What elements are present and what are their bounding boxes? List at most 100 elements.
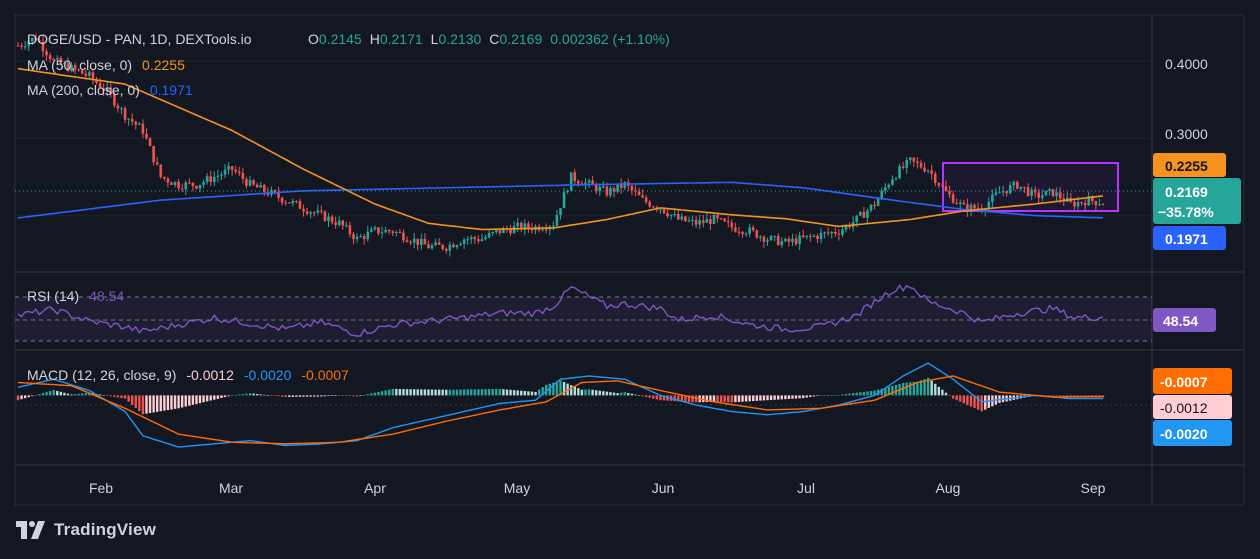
tradingview-brand[interactable]: TradingView	[16, 520, 156, 540]
rsi-legend[interactable]: RSI (14) 48.54	[27, 288, 124, 304]
candle	[566, 189, 569, 194]
candle	[434, 238, 437, 247]
macd-histogram-bar	[705, 395, 709, 403]
macd-histogram-bar	[759, 395, 762, 401]
macd-histogram-bar	[662, 395, 666, 401]
candle	[791, 233, 794, 247]
macd-histogram-bar	[63, 392, 66, 396]
macd-histogram-bar	[652, 395, 655, 399]
candle	[873, 200, 876, 210]
macd-histogram-bar	[348, 395, 352, 397]
macd-histogram-bar	[887, 386, 891, 396]
candle	[134, 120, 138, 130]
candle	[359, 233, 362, 238]
candle	[312, 210, 316, 217]
candle	[744, 231, 748, 237]
candle	[719, 217, 723, 220]
candle	[109, 83, 113, 98]
candle	[1005, 191, 1008, 197]
candle	[370, 226, 373, 233]
macd-histogram-bar	[627, 392, 630, 396]
macd-histogram-bar	[334, 395, 337, 396]
candle	[437, 237, 441, 245]
macd-line	[17, 362, 1103, 448]
candle	[34, 33, 38, 42]
macd-histogram-bar	[327, 395, 330, 397]
candle	[23, 40, 27, 50]
time-axis-label: Mar	[219, 480, 243, 496]
candle	[487, 228, 491, 239]
candle	[38, 37, 41, 43]
candle	[284, 199, 287, 206]
macd-histogram-bar	[577, 388, 580, 396]
candle	[798, 231, 801, 251]
macd-histogram-bar	[445, 389, 448, 396]
candle	[387, 229, 391, 235]
macd-histogram-bar	[134, 395, 137, 408]
macd-histogram-bar	[259, 394, 262, 396]
ma50-legend[interactable]: MA (50, close, 0) 0.2255	[27, 57, 185, 73]
symbol-title: DOGE/USD - PAN, 1D, DEXTools.io	[27, 31, 252, 47]
macd-histogram-bar	[255, 393, 259, 396]
candle	[355, 233, 359, 243]
candle	[730, 219, 734, 232]
macd-histogram-bar	[980, 395, 983, 412]
macd-histogram-bar	[844, 393, 848, 396]
candle	[898, 163, 901, 180]
macd-histogram-bar	[934, 383, 937, 396]
candle	[659, 208, 662, 214]
ma200-legend[interactable]: MA (200, close, 0) 0.1971	[27, 82, 193, 98]
candle	[905, 157, 909, 174]
macd-histogram-bar	[123, 395, 127, 399]
macd-histogram-bar	[834, 394, 837, 396]
macd-histogram-bar	[644, 395, 648, 397]
macd-histogram-bar	[498, 388, 502, 396]
candle	[966, 198, 969, 217]
macd-histogram-bar	[848, 393, 851, 396]
macd-histogram-bar	[380, 391, 384, 396]
macd-histogram-bar	[830, 395, 833, 396]
candle	[826, 227, 830, 236]
macd-histogram-bar	[798, 395, 801, 399]
macd-histogram-bar	[70, 394, 73, 396]
macd-histogram-bar	[623, 392, 626, 396]
macd-histogram-bar	[773, 395, 776, 400]
macd-legend[interactable]: MACD (12, 26, close, 9) -0.0012 -0.0020 -0.…	[27, 367, 349, 383]
candle	[933, 171, 937, 187]
macd-histogram-bar	[295, 395, 298, 397]
candle	[1080, 201, 1083, 206]
macd-histogram-bar	[452, 389, 455, 396]
candle	[448, 241, 452, 257]
candle	[734, 222, 737, 233]
macd-histogram-bar	[570, 385, 573, 396]
candle	[141, 119, 145, 139]
macd-histogram-bar	[473, 389, 477, 396]
candle	[516, 217, 519, 232]
macd-histogram-bar	[605, 391, 609, 396]
candle	[948, 185, 951, 199]
macd-histogram-bar	[370, 393, 373, 396]
macd-histogram-bar	[166, 395, 170, 411]
macd-histogram-bar	[694, 395, 698, 403]
candle	[191, 182, 195, 192]
macd-histogram-bar	[155, 395, 159, 412]
candle	[252, 179, 255, 186]
candle	[295, 200, 298, 204]
candle	[20, 42, 23, 50]
candle	[462, 237, 466, 249]
candle	[212, 171, 216, 187]
candle	[184, 180, 188, 195]
macd-histogram-bar	[841, 394, 844, 396]
macd-histogram-bar	[966, 395, 969, 405]
candle	[912, 157, 916, 167]
candle	[666, 209, 669, 219]
macd-histogram-bar	[1044, 395, 1048, 396]
candle	[823, 231, 826, 239]
candle	[234, 165, 238, 175]
candle	[291, 198, 295, 207]
macd-histogram-bar	[45, 392, 48, 396]
macd-histogram-bar	[31, 395, 34, 397]
candle	[609, 185, 612, 198]
macd-histogram-bar	[973, 395, 976, 409]
macd-histogram-bar	[541, 387, 544, 396]
